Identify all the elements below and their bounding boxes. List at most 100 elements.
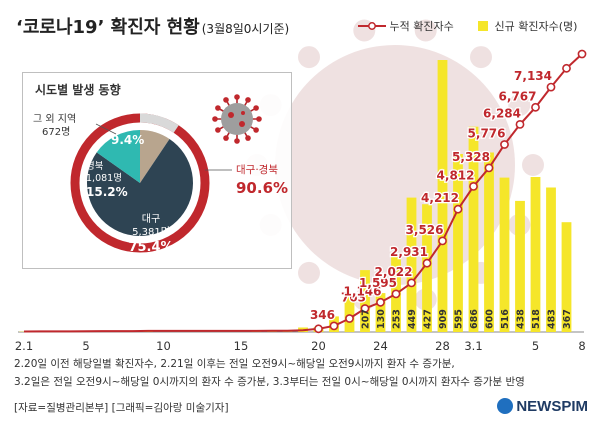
cumulative-data-label: 346 — [310, 308, 335, 322]
logo-mark-icon — [497, 398, 514, 414]
pie-label-daegu-percent: 75.4% — [128, 240, 173, 255]
bar-new-cases — [344, 295, 355, 332]
cumulative-data-label: 4,212 — [421, 191, 459, 205]
cumulative-data-label: 2,931 — [390, 245, 428, 259]
footnote-line-2: 3.2일은 전일 오전9시~해당일 0시까지의 환자 수 증가분, 3.3부터는… — [14, 376, 525, 388]
cumulative-point — [515, 120, 525, 129]
coronavirus-icon-spike-tip — [215, 127, 221, 133]
coronavirus-icon-dot — [241, 111, 245, 115]
ring-percent: 90.6% — [236, 179, 288, 197]
pie-label-gyeongbuk-name: 경북 — [86, 160, 104, 172]
bar-new-cases — [437, 60, 448, 332]
cumulative-point — [345, 314, 354, 323]
coronavirus-icon-dot — [228, 112, 234, 118]
bar-new-cases — [360, 270, 370, 332]
footnote-line-1: 2.20일 이전 해당일별 확진자수, 2.21일 이후는 전일 오전9시~해당… — [14, 358, 455, 370]
ring-label: 대구·경북 — [236, 163, 278, 176]
coronavirus-icon-spike-tip — [234, 94, 240, 100]
coronavirus-icon-spike-tip — [245, 135, 251, 141]
bar-data-label: 253 — [392, 309, 403, 329]
bar-new-cases — [546, 187, 556, 332]
cumulative-point — [407, 278, 416, 288]
cumulative-data-label: 763 — [341, 291, 366, 305]
pie-slice-gyeongbuk — [96, 130, 140, 183]
bar-new-cases — [499, 177, 510, 332]
cumulative-point — [376, 297, 385, 307]
bar-new-cases — [515, 200, 525, 332]
pie-label-other-name: 그 외 지역 — [33, 113, 76, 125]
virus-background-spike — [414, 19, 437, 42]
x-tick-label: 5 — [82, 339, 89, 353]
bar-new-cases — [468, 126, 479, 332]
legend-line: 누적 확진자수 — [358, 18, 454, 34]
bar-data-label: 686 — [469, 309, 480, 329]
coronavirus-icon-dot — [239, 121, 245, 127]
cumulative-point — [314, 324, 323, 334]
cumulative-data-label: 1,146 — [344, 284, 382, 298]
coronavirus-icon-spike-tip — [212, 116, 218, 122]
x-tick-label: 15 — [234, 339, 249, 353]
bar-data-label: 600 — [485, 309, 496, 329]
bar-data-label: 130 — [376, 309, 387, 329]
pie-label-daegu-name: 대구 — [142, 213, 160, 225]
coronavirus-icon-spike-tip — [245, 97, 251, 103]
cumulative-point — [438, 236, 447, 246]
page-title: ‘코로나19’ 확진자 현황 (3월8일0시기준) — [16, 17, 290, 38]
pie-label-gyeongbuk-count: 1,081명 — [86, 173, 122, 184]
bar-new-cases — [530, 177, 541, 332]
coronavirus-icon — [212, 94, 262, 144]
coronavirus-icon-spike-tip — [223, 97, 229, 103]
newspim-logo: NEWSPIM — [497, 398, 588, 415]
cumulative-point — [562, 63, 571, 73]
cumulative-point — [484, 163, 494, 173]
cumulative-point — [329, 321, 339, 331]
coronavirus-icon-spike-tip — [253, 127, 259, 133]
x-tick-label: 24 — [373, 339, 388, 353]
coronavirus-icon-spike-tip — [256, 116, 262, 122]
cumulative-point — [453, 204, 463, 214]
legend-line-swatch — [358, 22, 386, 30]
cumulative-point — [422, 258, 432, 268]
pie-leader-other — [95, 123, 117, 135]
cumulative-data-label: 4,812 — [437, 168, 475, 182]
coronavirus-icon-spike-tip — [223, 135, 229, 141]
bar-data-label: 427 — [423, 309, 434, 329]
virus-background-spike — [508, 94, 531, 117]
cumulative-point — [546, 82, 556, 92]
x-tick-label: 20 — [311, 339, 326, 353]
virus-background-spike — [298, 46, 320, 69]
virus-background-spike — [298, 261, 320, 284]
bar-data-label: 207 — [361, 309, 372, 329]
x-tick-label: 2.1 — [15, 339, 33, 353]
x-tick-label: 5 — [532, 339, 539, 353]
pie-slice-other — [140, 130, 170, 183]
pie-label-other-percent: 9.4% — [111, 133, 144, 147]
cumulative-point — [469, 181, 478, 191]
legend-bar: 신규 확진자수(명) — [478, 18, 577, 34]
cumulative-point — [391, 289, 401, 299]
cumulative-point — [577, 49, 587, 59]
bar-new-cases — [484, 152, 494, 332]
cumulative-data-label: 6,284 — [483, 106, 521, 120]
cumulative-point — [360, 304, 370, 313]
bar-data-label: 518 — [531, 309, 542, 329]
virus-background-spike — [522, 154, 544, 176]
inset-title: 시도별 발생 동향 — [35, 83, 121, 97]
bar-new-cases — [406, 197, 417, 332]
x-tick-label: 28 — [435, 339, 450, 353]
bar-data-label: 595 — [454, 309, 465, 329]
legend-bar-swatch — [478, 21, 488, 31]
coronavirus-icon-spike-tip — [234, 138, 240, 144]
bar-data-label: 449 — [407, 309, 418, 329]
bar-data-label: 483 — [547, 309, 558, 329]
pie-label-gyeongbuk-percent: 15.2% — [86, 185, 128, 199]
bar-data-label: 367 — [562, 309, 573, 329]
cumulative-data-label: 6,767 — [499, 89, 537, 103]
cumulative-point — [500, 140, 509, 149]
coronavirus-icon-spike-tip — [215, 105, 221, 111]
cumulative-data-label: 1,595 — [359, 276, 397, 290]
cumulative-data-label: 5,776 — [468, 127, 506, 141]
legend-bar-label: 신규 확진자수(명) — [494, 20, 578, 33]
x-tick-label: 10 — [156, 339, 171, 353]
